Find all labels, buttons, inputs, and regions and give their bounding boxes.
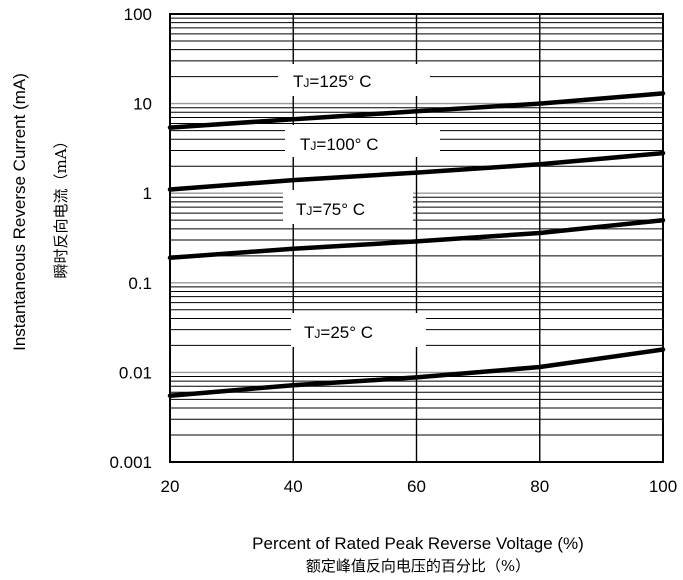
series-label-box bbox=[291, 313, 426, 347]
series-line-3 bbox=[167, 217, 666, 261]
y-axis-label-cn: 瞬时反向电流（mA） bbox=[52, 133, 70, 278]
y-tick-label: 0.01 bbox=[119, 363, 152, 382]
plot-frame bbox=[169, 13, 664, 463]
y-tick-label: 100 bbox=[124, 5, 152, 24]
series-line-1 bbox=[167, 91, 666, 130]
series-label-3: TJ=75° C bbox=[296, 200, 365, 219]
y-tick-label: 10 bbox=[133, 95, 152, 114]
series-label-4: TJ=25° C bbox=[304, 323, 373, 342]
series-curves bbox=[167, 91, 666, 398]
series-label-box bbox=[283, 190, 413, 224]
series-line-2 bbox=[167, 150, 666, 192]
x-tick-label: 40 bbox=[284, 477, 303, 496]
series-label-2: TJ=100° C bbox=[300, 135, 378, 154]
x-tick-label: 100 bbox=[649, 477, 677, 496]
y-axis-label: Instantaneous Reverse Current (mA) bbox=[10, 73, 29, 351]
series-label-1: TJ=125° C bbox=[293, 72, 371, 91]
series-label-boxes bbox=[278, 64, 440, 347]
series-line-4 bbox=[167, 347, 666, 398]
series-label-box bbox=[278, 64, 430, 96]
x-tick-label: 80 bbox=[530, 477, 549, 496]
y-tick-label: 0.1 bbox=[128, 274, 152, 293]
axis-tick-labels: 0.001 0.01 0.1 1 10 100 20 40 60 80 100 bbox=[109, 5, 677, 496]
y-tick-label: 0.001 bbox=[109, 453, 152, 472]
x-axis-label-cn: 额定峰值反向电压的百分比（%） bbox=[306, 557, 530, 575]
series-label-box bbox=[285, 125, 440, 157]
x-tick-label: 60 bbox=[407, 477, 426, 496]
y-tick-label: 1 bbox=[143, 184, 152, 203]
x-tick-label: 20 bbox=[161, 477, 180, 496]
x-axis-label: Percent of Rated Peak Reverse Voltage (%… bbox=[252, 534, 584, 553]
series-labels: TJ=125° C TJ=100° C TJ=75° C TJ=25° C bbox=[293, 72, 378, 342]
